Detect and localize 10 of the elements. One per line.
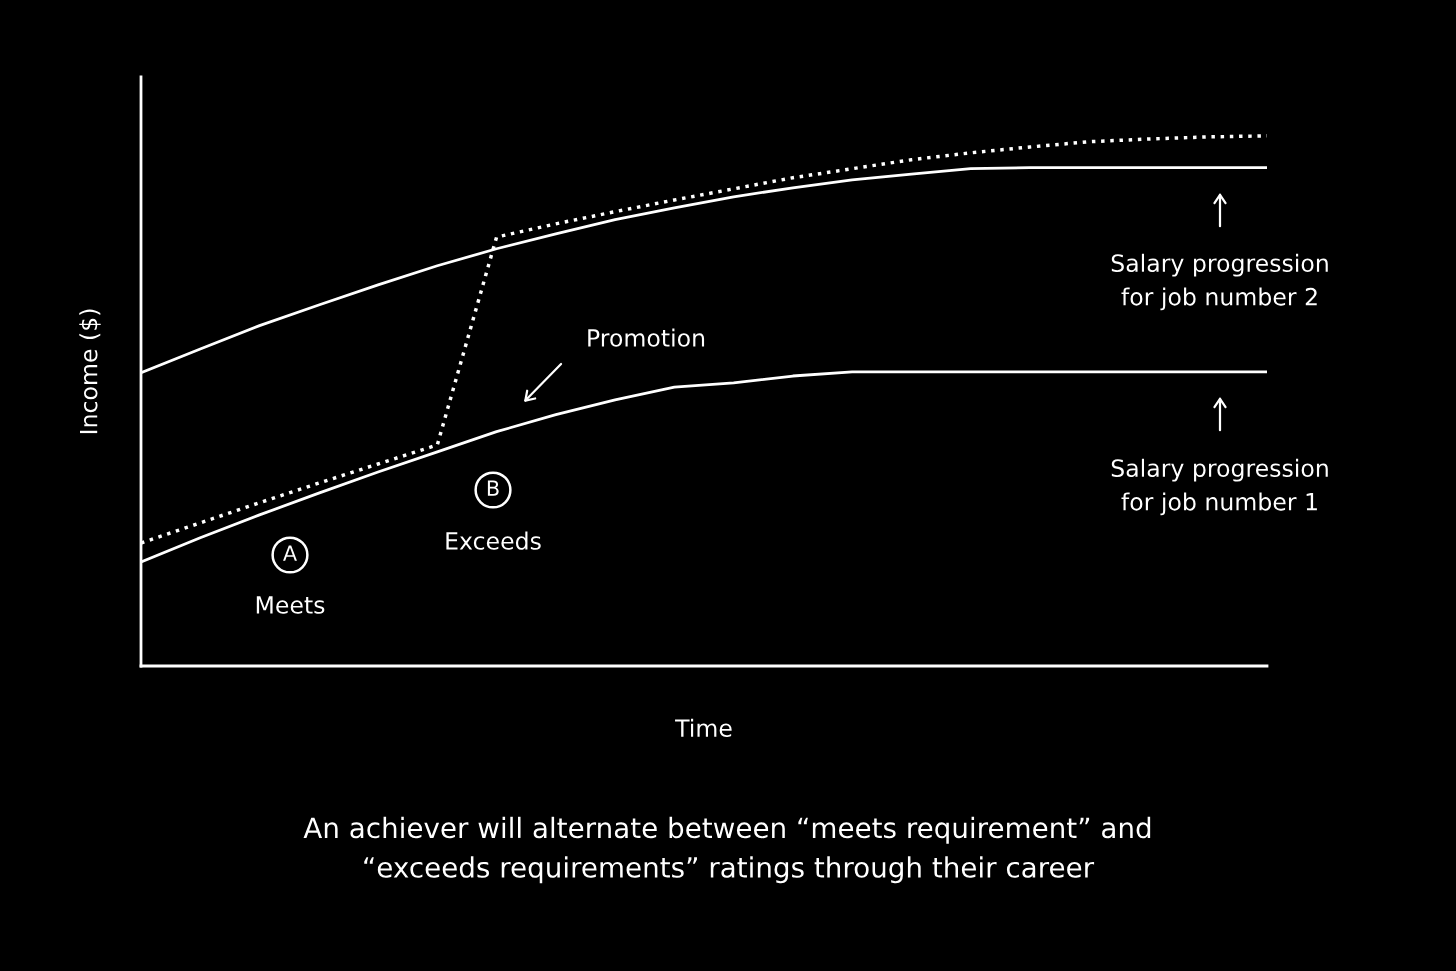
annotation: Salary progression for job number 1 — [1111, 458, 1328, 516]
text: An achiever will alternate between “meets requirement” and “exceeds requirements” ratings through their career — [303, 816, 1151, 884]
annotation: Meets — [256, 596, 325, 614]
annotation: Salary progression for job number 2 — [1111, 253, 1328, 311]
y-axis-title: Income ($) — [79, 309, 101, 434]
annotation: Promotion — [588, 328, 705, 347]
annotation: B — [487, 480, 499, 496]
annotation: Exceeds — [446, 531, 541, 550]
x-axis-title: Time — [675, 718, 732, 738]
annotation: A — [283, 545, 297, 561]
